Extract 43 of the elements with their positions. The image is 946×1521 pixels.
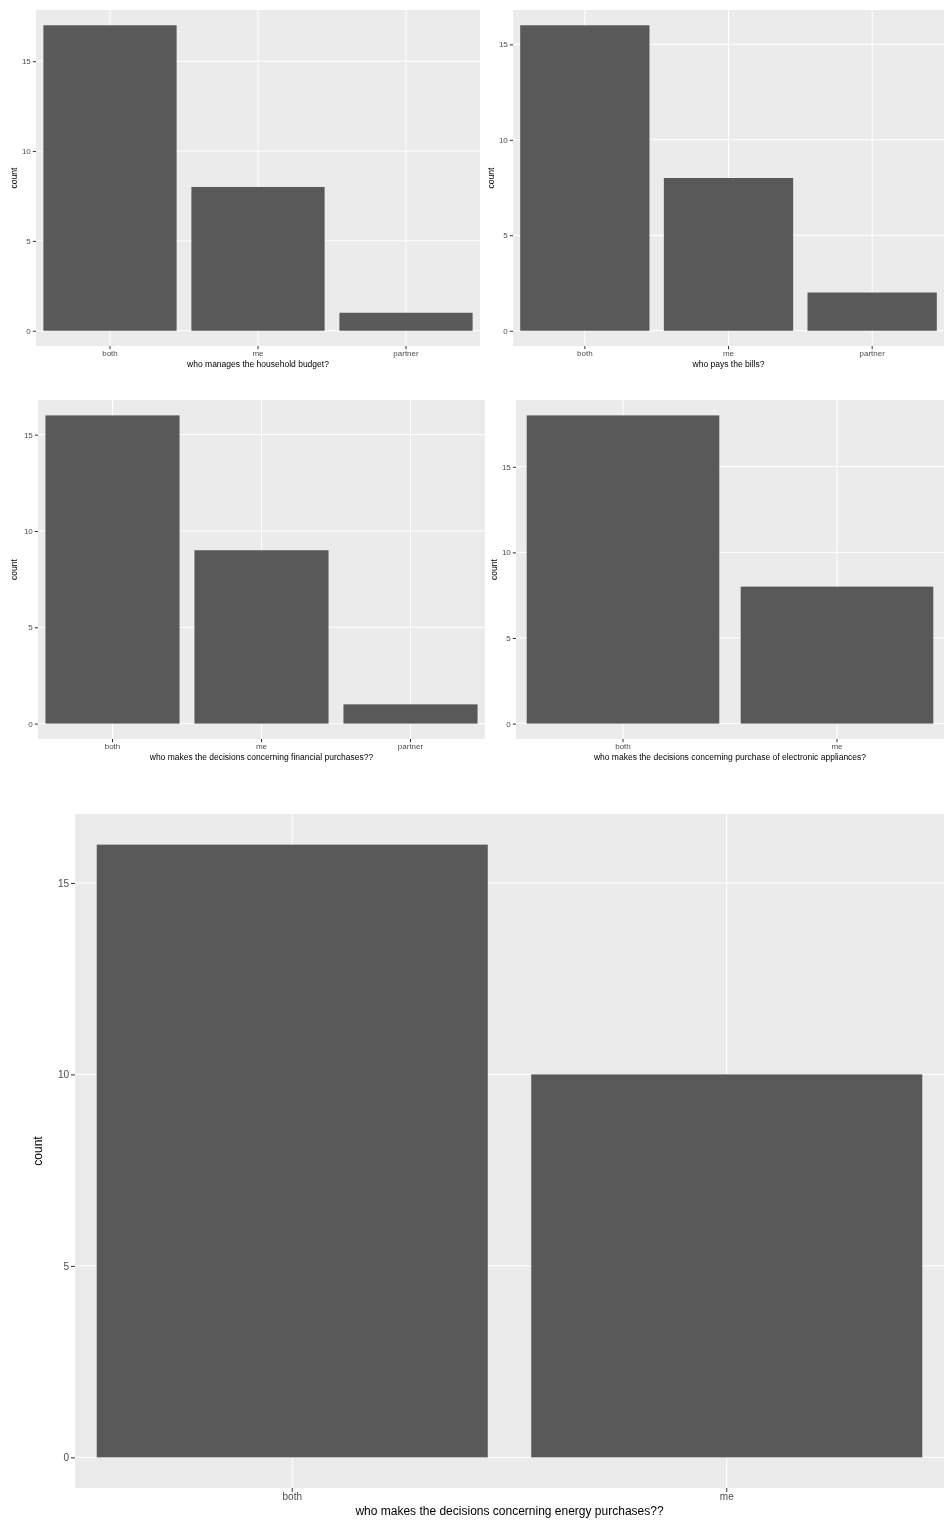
y-axis-title: count xyxy=(8,166,19,189)
x-tick-label: partner xyxy=(859,348,886,358)
y-tick-label: 15 xyxy=(23,430,34,440)
y-tick-label: 5 xyxy=(26,236,32,246)
y-tick-label: 5 xyxy=(28,623,34,633)
x-axis-title: who makes the decisions concerning purchase of electronic appliances? xyxy=(592,751,867,762)
y-tick-label: 10 xyxy=(498,135,509,145)
y-tick-label: 10 xyxy=(21,147,32,157)
x-axis-title: who makes the decisions concerning financial purchases?? xyxy=(148,751,374,762)
y-tick-label: 0 xyxy=(26,326,32,336)
y-tick-label: 5 xyxy=(506,634,512,644)
y-tick-label: 10 xyxy=(501,548,512,558)
x-tick-label: both xyxy=(577,348,593,358)
x-tick-label: me xyxy=(722,348,735,358)
y-tick-label: 0 xyxy=(28,719,34,729)
y-tick-label: 10 xyxy=(23,527,34,537)
x-tick-label: me xyxy=(831,741,844,751)
y-tick-label: 5 xyxy=(63,1260,70,1272)
y-tick-label: 15 xyxy=(498,40,509,50)
y-tick-label: 0 xyxy=(503,326,509,336)
y-tick-label: 15 xyxy=(501,462,512,472)
y-axis-title: count xyxy=(31,1135,45,1166)
x-tick-label: me xyxy=(252,348,265,358)
y-tick-label: 15 xyxy=(21,57,32,67)
x-axis-title: who pays the bills? xyxy=(691,358,765,369)
x-tick-label: partner xyxy=(397,741,424,751)
x-axis-title: who manages the household budget? xyxy=(186,358,330,369)
x-tick-label: me xyxy=(719,1491,735,1503)
x-tick-label: me xyxy=(255,741,268,751)
x-tick-label: both xyxy=(104,741,121,751)
x-tick-label: both xyxy=(282,1491,302,1503)
y-tick-label: 10 xyxy=(57,1069,70,1081)
y-axis-title: count xyxy=(8,558,19,580)
y-tick-label: 5 xyxy=(503,231,509,241)
x-axis-title: who makes the decisions concerning energy purchases?? xyxy=(354,1504,664,1519)
y-tick-label: 15 xyxy=(57,877,70,889)
y-tick-label: 0 xyxy=(63,1452,70,1464)
y-axis-title: count xyxy=(488,558,499,580)
y-tick-label: 0 xyxy=(506,719,512,729)
x-tick-label: both xyxy=(102,348,118,358)
y-axis-title: count xyxy=(485,166,496,189)
x-tick-label: both xyxy=(615,741,631,751)
x-tick-label: partner xyxy=(393,348,419,358)
